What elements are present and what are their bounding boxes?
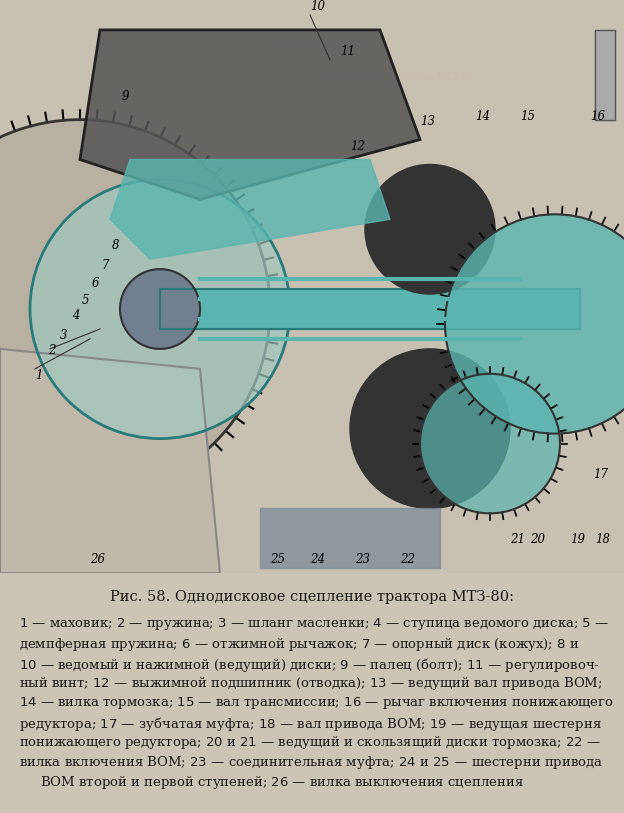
Circle shape [0, 122, 268, 497]
Circle shape [420, 374, 560, 513]
Text: 18: 18 [595, 533, 610, 546]
Circle shape [365, 164, 495, 294]
Text: 14: 14 [475, 110, 490, 123]
Bar [160, 289, 580, 329]
Text: 7: 7 [102, 259, 109, 272]
Text: 20: 20 [530, 533, 545, 546]
Bar [260, 508, 440, 568]
Bar [595, 30, 615, 120]
Text: 10: 10 [310, 0, 325, 13]
Text: 1: 1 [35, 369, 42, 382]
Text: понижающего редуктора; $\it{20}$ и $\it{21}$ — ведущий и скользящий диски тормоз: понижающего редуктора; $\it{20}$ и $\it{… [19, 734, 601, 751]
Circle shape [120, 269, 200, 349]
Text: 24: 24 [310, 553, 325, 566]
Text: $\it{10}$ — ведомый и нажимной (ведущий) диски; $\it{9}$ — палец (болт); $\it{11: $\it{10}$ — ведомый и нажимной (ведущий)… [19, 655, 600, 674]
Text: 22: 22 [400, 553, 415, 566]
Text: вилка включения ВОМ; $\it{23}$ — соединительная муфта; $\it{24}$ и $\it{25}$ — ш: вилка включения ВОМ; $\it{23}$ — соедини… [19, 754, 603, 771]
Text: 25: 25 [270, 553, 285, 566]
Text: редуктора; $\it{17}$ — зубчатая муфта; $\it{18}$ — вал привода ВОМ; $\it{19}$ — : редуктора; $\it{17}$ — зубчатая муфта; $… [19, 715, 602, 733]
Text: 15: 15 [520, 110, 535, 123]
Text: Сцепление трактора МТЗ 82: Сцепление трактора МТЗ 82 [326, 72, 474, 82]
Text: $\it{14}$ — вилка тормозка; $\it{15}$ — вал трансмиссии; $\it{16}$ — рычаг включ: $\it{14}$ — вилка тормозка; $\it{15}$ — … [19, 695, 613, 711]
Bar [595, 30, 615, 120]
Text: $\it{1}$ — маховик; $\it{2}$ — пружина; $\it{3}$ — шланг масленки; $\it{4}$ — ст: $\it{1}$ — маховик; $\it{2}$ — пружина; … [19, 616, 609, 633]
Text: 8: 8 [112, 239, 120, 252]
Text: 21: 21 [510, 533, 525, 546]
Text: 12: 12 [350, 140, 365, 153]
Text: 13: 13 [420, 115, 435, 128]
Text: 11: 11 [340, 45, 355, 58]
Text: 9: 9 [122, 89, 130, 102]
Text: 5: 5 [82, 294, 89, 307]
Text: 2: 2 [48, 344, 56, 357]
Polygon shape [0, 349, 220, 573]
Text: ВОМ второй и первой ступеней; $\it{26}$ — вилка выключения сцепления: ВОМ второй и первой ступеней; $\it{26}$ … [19, 774, 524, 791]
Bar [160, 289, 580, 329]
Text: 16: 16 [590, 110, 605, 123]
Text: Рис. 58. Однодисковое сцепление трактора МТЗ-80:: Рис. 58. Однодисковое сцепление трактора… [110, 590, 514, 604]
Polygon shape [80, 30, 420, 199]
Text: 19: 19 [570, 533, 585, 546]
Text: Промежуток мтз 50: Промежуток мтз 50 [269, 41, 371, 52]
Circle shape [445, 215, 624, 433]
Text: 26: 26 [90, 553, 105, 566]
Circle shape [350, 349, 510, 508]
Text: 6: 6 [92, 277, 99, 290]
Text: 3: 3 [60, 329, 67, 342]
Polygon shape [110, 159, 390, 259]
Text: 4: 4 [72, 309, 79, 322]
Text: 23: 23 [355, 553, 370, 566]
Text: ный винт; $\it{12}$ — выжимной подшипник (отводка); $\it{13}$ — ведущий вал прив: ный винт; $\it{12}$ — выжимной подшипник… [19, 676, 602, 693]
Text: демпферная пружина; $\it{6}$ — отжимной рычажок; $\it{7}$ — опорный диск (кожух): демпферная пружина; $\it{6}$ — отжимной … [19, 636, 579, 653]
Text: 17: 17 [593, 468, 608, 481]
Circle shape [30, 180, 290, 438]
